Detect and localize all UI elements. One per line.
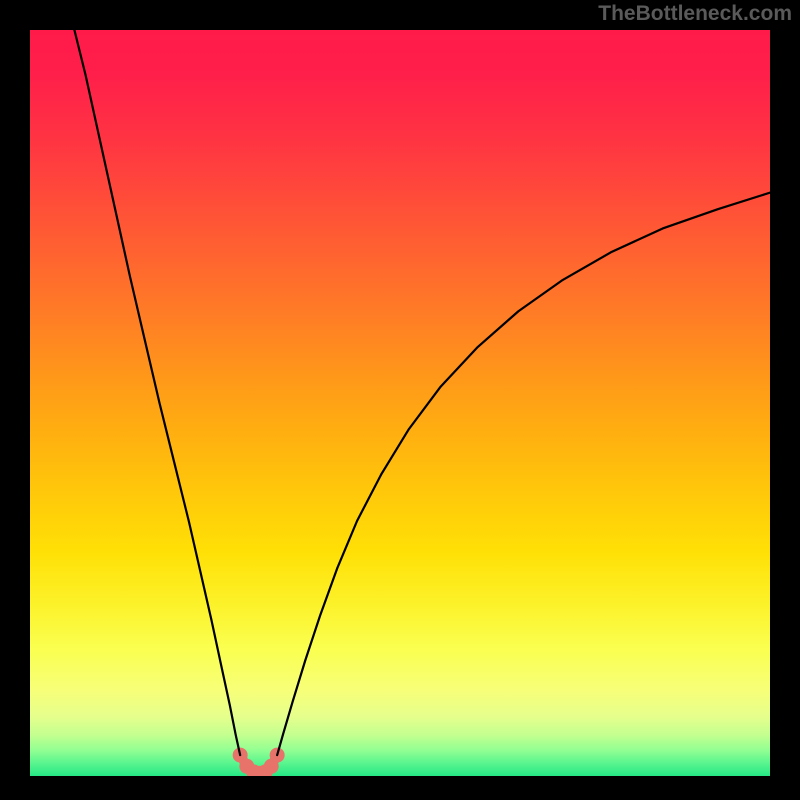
chart-container: TheBottleneck.com xyxy=(0,0,800,800)
curve-left xyxy=(74,30,240,755)
chart-svg xyxy=(0,0,800,800)
curve-right xyxy=(277,193,770,755)
